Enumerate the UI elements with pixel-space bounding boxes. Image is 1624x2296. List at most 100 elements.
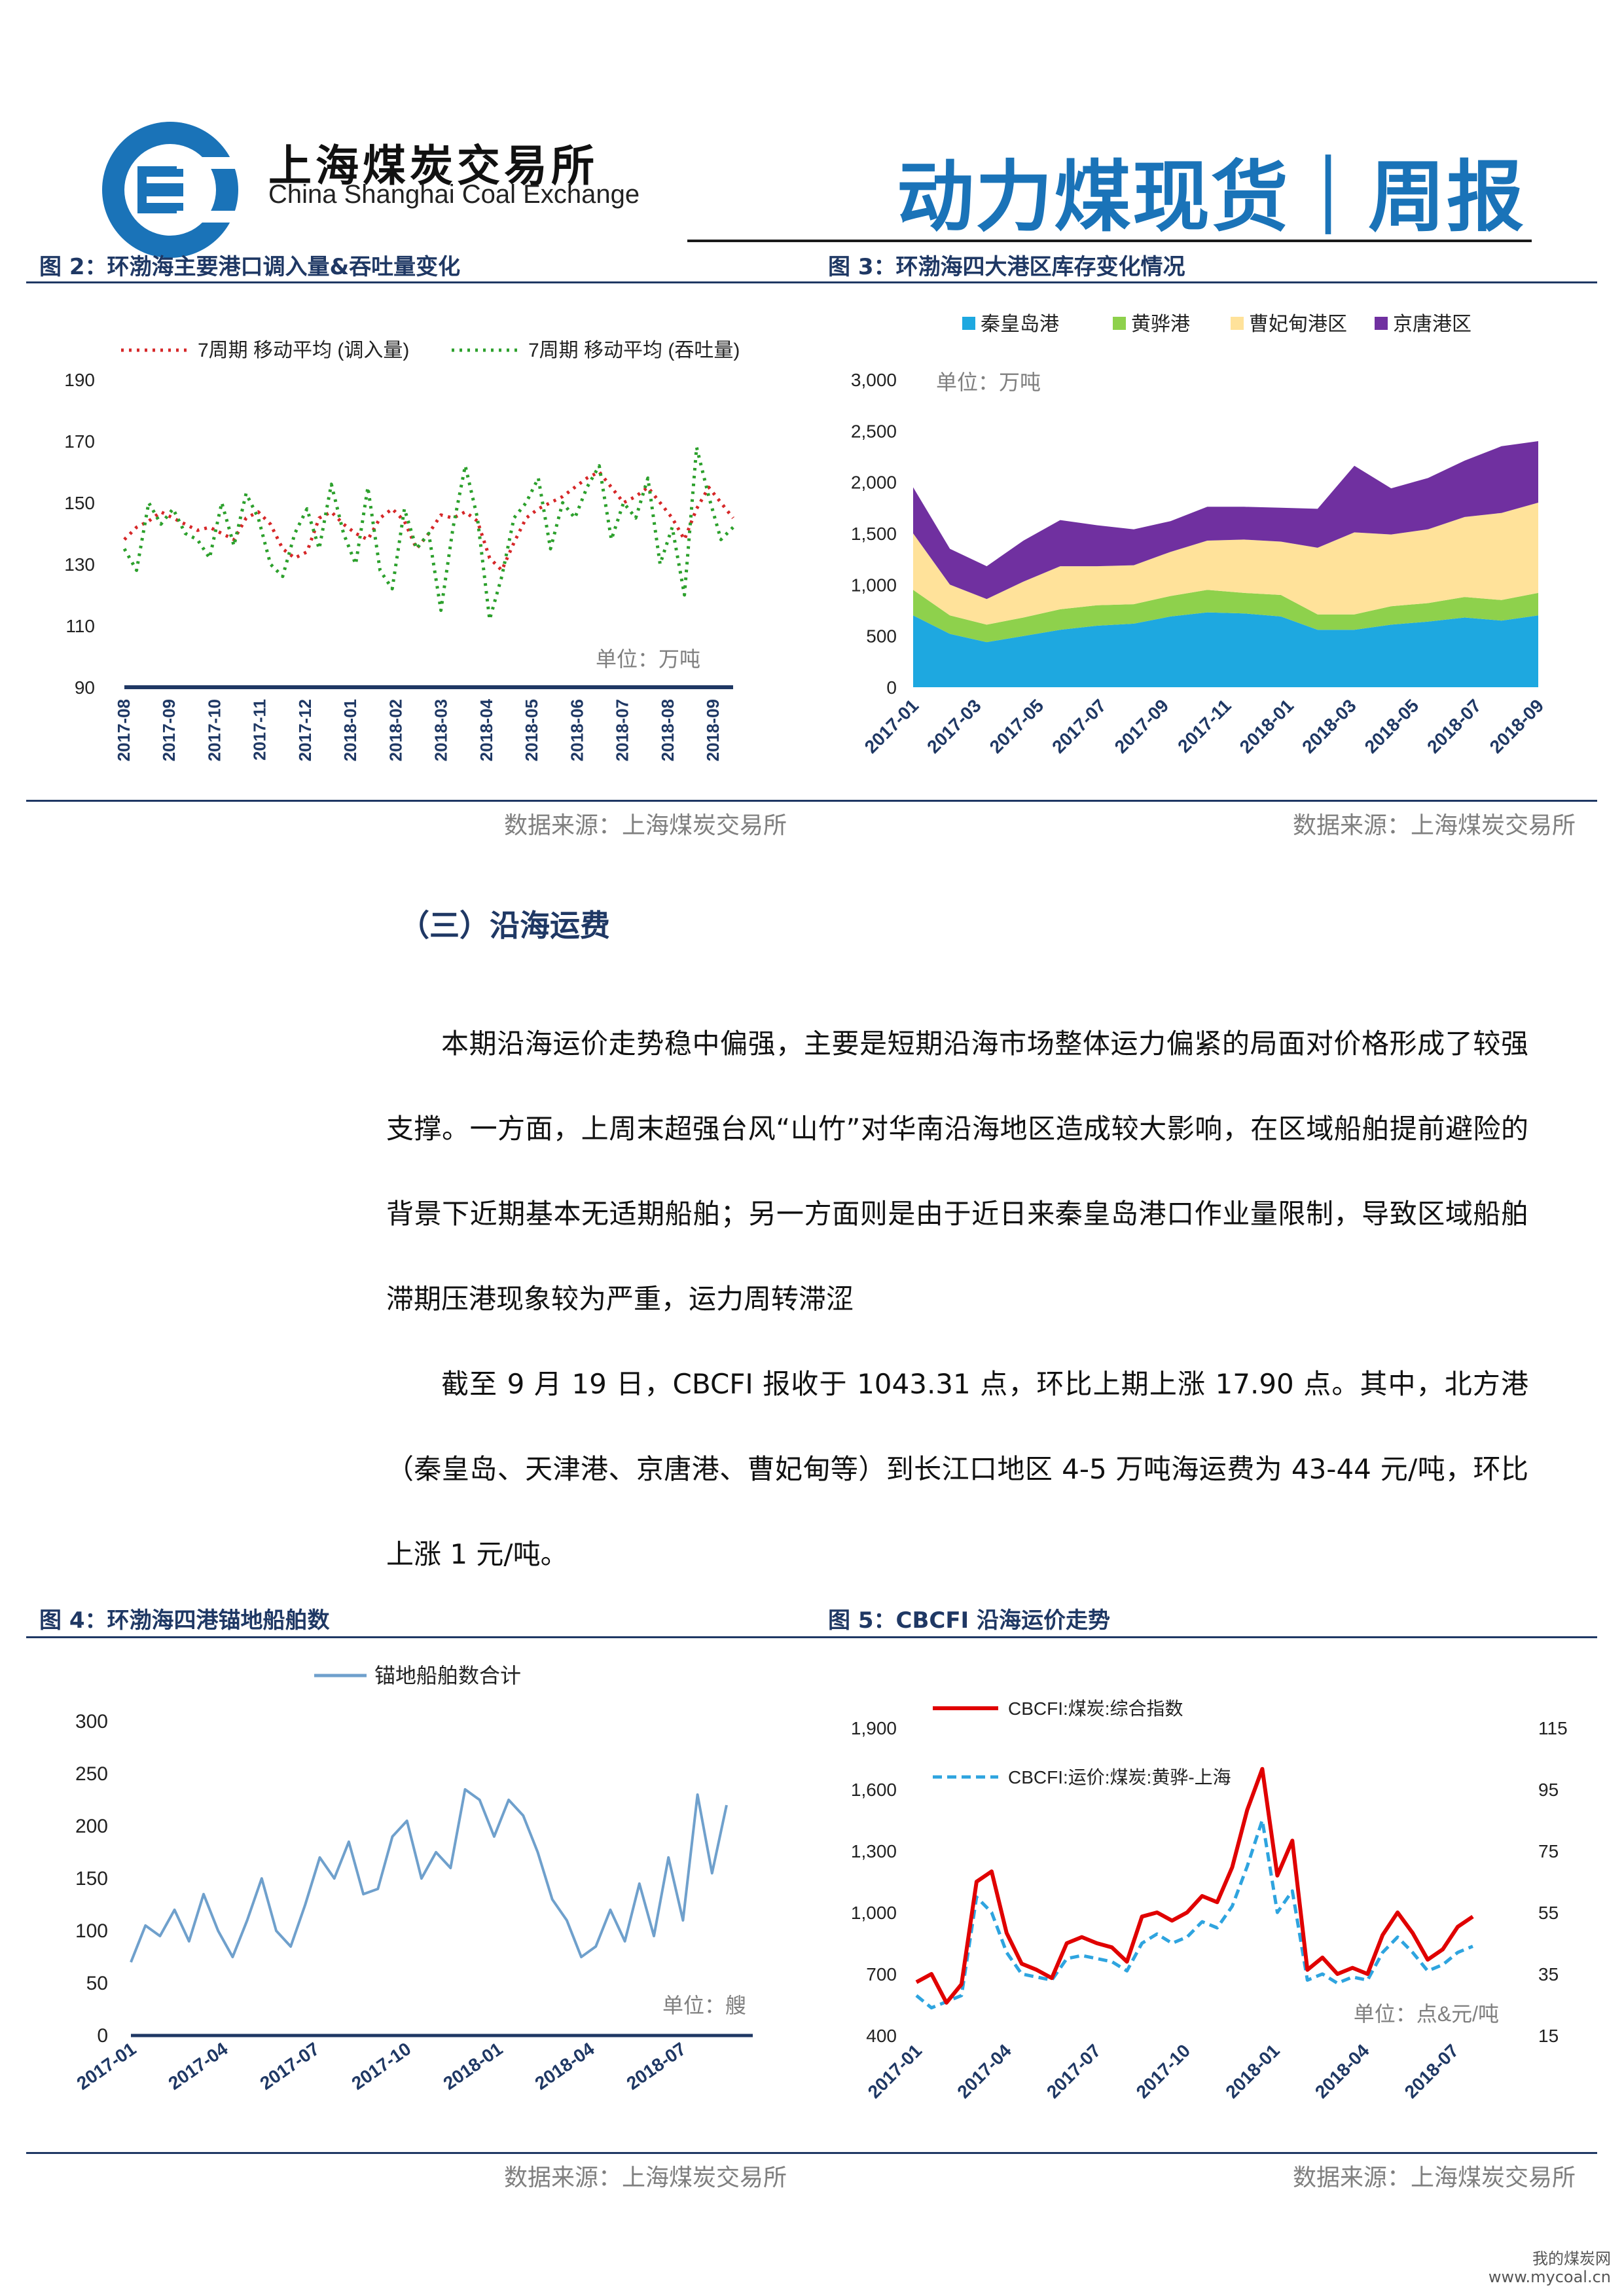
fig5-ytick-left: 400 xyxy=(866,2026,897,2046)
watermark-url: www.mycoal.cn xyxy=(1488,2268,1611,2286)
fig5-ytick-left: 700 xyxy=(866,1964,897,1984)
fig5-xtick: 2018-04 xyxy=(1311,2040,1373,2102)
fig2-xtick: 2018-04 xyxy=(477,698,496,761)
fig5-ytick-left: 1,300 xyxy=(851,1841,897,1861)
fig3-legend-label: 黄骅港 xyxy=(1131,314,1190,335)
fig5-series-line xyxy=(915,1767,1474,2005)
fig3-ytick: 1,000 xyxy=(851,575,897,595)
fig3-ytick: 2,500 xyxy=(851,421,897,441)
fig3-legend-label: 秦皇岛港 xyxy=(981,314,1059,335)
fig4-ytick: 0 xyxy=(97,2025,108,2047)
brand-name-cn: 上海煤炭交易所 xyxy=(268,140,598,191)
fig3-area xyxy=(913,590,1538,643)
fig4-xtick: 2017-07 xyxy=(256,2039,323,2094)
fig3-xtick: 2018-09 xyxy=(1486,695,1548,757)
fig-row1-bottom-rule xyxy=(26,800,1597,802)
fig4-ytick: 300 xyxy=(75,1711,108,1732)
fig5-ytick-right: 55 xyxy=(1538,1903,1559,1923)
fig2-ytick: 110 xyxy=(65,616,95,636)
fig5-xtick: 2017-07 xyxy=(1043,2040,1105,2102)
fig3-ytick: 3,000 xyxy=(851,370,897,390)
fig2-xtick: 2018-02 xyxy=(386,699,405,761)
fig5-ytick-right: 75 xyxy=(1538,1841,1559,1861)
fig2-ytick: 150 xyxy=(64,493,95,513)
fig4-xtick: 2017-04 xyxy=(164,2038,231,2094)
paragraph-2: 截至 9 月 19 日，CBCFI 报收于 1043.31 点，环比上期上涨 1… xyxy=(386,1368,1528,1570)
fig5-xtick: 2017-10 xyxy=(1132,2040,1195,2102)
fig2-xtick: 2018-06 xyxy=(567,699,586,761)
fig2-xtick: 2018-01 xyxy=(340,699,360,761)
fig2-source: 数据来源：上海煤炭交易所 xyxy=(504,812,787,839)
fig2-unit: 单位：万吨 xyxy=(596,647,700,671)
header-divider xyxy=(687,240,1532,242)
fig5-xtick: 2018-07 xyxy=(1401,2040,1463,2102)
fig4-xtick: 2018-01 xyxy=(439,2039,506,2094)
fig-row2-bottom-rule xyxy=(26,2152,1597,2154)
fig4-xtick: 2017-10 xyxy=(348,2039,414,2094)
fig3-ytick: 1,500 xyxy=(851,524,897,544)
fig3-legend-label: 曹妃甸港区 xyxy=(1249,314,1347,335)
fig3-ytick: 500 xyxy=(866,626,897,647)
watermark-name: 我的煤炭网 xyxy=(1532,2250,1611,2268)
fig3-legend-swatch xyxy=(1231,317,1244,330)
fig2-ytick: 170 xyxy=(64,431,95,452)
watermark: 我的煤炭网 www.mycoal.cn xyxy=(1489,2250,1611,2286)
fig2-xtick: 2017-12 xyxy=(295,699,315,761)
fig4-ytick: 200 xyxy=(75,1816,108,1837)
fig4-xtick: 2018-07 xyxy=(623,2039,689,2094)
fig4-series-line xyxy=(130,1788,728,1963)
fig4-source: 数据来源：上海煤炭交易所 xyxy=(504,2164,787,2191)
fig2-xtick: 2018-07 xyxy=(613,699,632,761)
fig3-xtick: 2017-05 xyxy=(986,695,1048,757)
fig3-xtick: 2017-03 xyxy=(923,695,985,757)
paragraph-1: 本期沿海运价走势稳中偏强，主要是短期沿海市场整体运力偏紧的局面对价格形成了较强支… xyxy=(386,1028,1528,1315)
fig5-ytick-right: 95 xyxy=(1538,1780,1559,1800)
fig3-ytick: 0 xyxy=(886,677,897,698)
fig3-ytick: 2,000 xyxy=(851,473,897,493)
fig3-xtick: 2018-03 xyxy=(1298,695,1360,757)
fig2-chart: 90 110 130 150 170 190 2017-08 2017-09 2017-10 20… xyxy=(64,340,740,761)
fig2-legend-label: 7周期 移动平均 (调入量) xyxy=(198,340,409,361)
fig5-ytick-right: 115 xyxy=(1538,1718,1568,1738)
section-body: 本期沿海运价走势稳中偏强，主要是短期沿海市场整体运力偏紧的局面对价格形成了较强支… xyxy=(386,1001,1528,1597)
fig5-xtick: 2017-01 xyxy=(864,2040,926,2102)
fig4-xtick: 2018-04 xyxy=(531,2038,598,2094)
fig4-xtick: 2017-01 xyxy=(73,2039,139,2094)
fig2-ytick: 90 xyxy=(75,677,95,698)
fig3-xtick: 2018-05 xyxy=(1361,695,1423,757)
fig4-unit: 单位：艘 xyxy=(662,1994,746,2017)
company-logo xyxy=(102,122,242,258)
fig4-ytick: 150 xyxy=(75,1868,108,1890)
fig5-series-line xyxy=(915,1818,1473,2010)
fig5-xtick: 2017-04 xyxy=(953,2040,1015,2102)
section-heading: （三）沿海运费 xyxy=(399,908,610,943)
fig2-ytick: 130 xyxy=(64,554,95,575)
fig3-xtick: 2017-07 xyxy=(1048,695,1110,757)
fig3-area xyxy=(913,441,1538,600)
fig5-xtick: 2018-01 xyxy=(1221,2040,1284,2102)
fig5-source: 数据来源：上海煤炭交易所 xyxy=(1293,2164,1576,2191)
fig2-xtick: 2018-03 xyxy=(431,699,451,761)
fig3-xtick: 2017-01 xyxy=(861,695,923,757)
fig5-ytick-left: 1,600 xyxy=(851,1780,897,1800)
report-title: 动力煤现货｜周报 xyxy=(897,152,1526,242)
fig4-legend-label: 锚地船舶数合计 xyxy=(374,1664,521,1687)
fig4-ytick: 100 xyxy=(75,1920,108,1942)
fig3-xtick: 2018-01 xyxy=(1236,695,1298,757)
fig2-ytick: 190 xyxy=(64,370,95,390)
fig5-ytick-left: 1,900 xyxy=(851,1718,897,1738)
fig2-xtick: 2018-09 xyxy=(703,699,723,761)
fig5-legend-label: CBCFI:运价:煤炭:黄骅-上海 xyxy=(1008,1767,1231,1787)
fig2-series-line xyxy=(123,470,734,572)
fig3-legend-swatch xyxy=(1113,317,1126,330)
fig5-legend-label: CBCFI:煤炭:综合指数 xyxy=(1008,1698,1183,1719)
fig2-xtick: 2017-09 xyxy=(159,699,179,761)
fig4-ytick: 250 xyxy=(75,1763,108,1785)
fig3-legend-swatch xyxy=(1375,317,1388,330)
fig3-legend-label: 京唐港区 xyxy=(1393,314,1471,335)
fig2-xtick: 2017-10 xyxy=(204,699,224,761)
fig4-title: 图 4：环渤海四港锚地船舶数 xyxy=(39,1607,330,1634)
fig3-title: 图 3：环渤海四大港区库存变化情况 xyxy=(828,254,1185,280)
fig3-xtick: 2018-07 xyxy=(1423,695,1485,757)
